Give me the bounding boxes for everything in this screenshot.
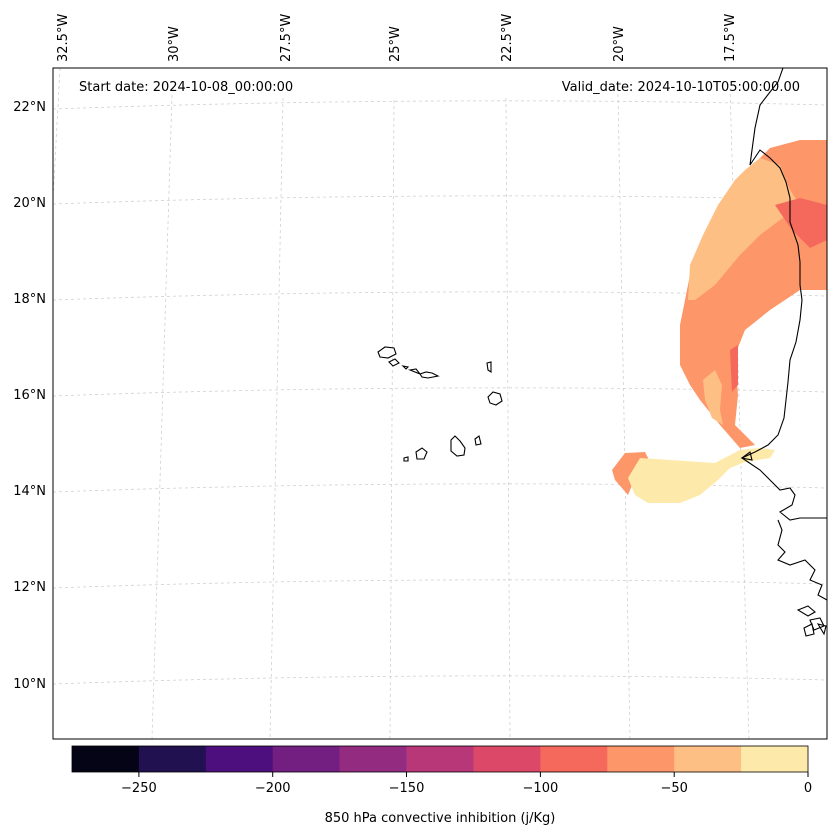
colorbar-label: 850 hPa convective inhibition (j/Kg) xyxy=(325,811,556,826)
meridian-30w xyxy=(151,94,173,739)
africa-coast xyxy=(740,68,827,521)
parallel-12n xyxy=(53,579,827,589)
colorbar-swatch xyxy=(339,746,407,772)
parallel-18n xyxy=(53,291,827,301)
parallel-16n xyxy=(53,387,827,397)
map-frame xyxy=(52,67,828,740)
longitude-labels: 32.5°W 30°W 27.5°W 25°W 22.5°W 20°W 17.5… xyxy=(56,14,738,62)
lon-label: 25°W xyxy=(388,26,403,62)
meridian-25w xyxy=(389,99,395,739)
colorbar-swatch xyxy=(607,746,675,772)
cin-band-minus50-minus25-south xyxy=(703,370,723,425)
colorbar-swatch xyxy=(72,746,140,772)
maio xyxy=(474,435,482,446)
colorbar-tick-label: −150 xyxy=(389,781,425,796)
cin-band-minus50-minus25 xyxy=(688,158,800,300)
colorbar-tick-label: −50 xyxy=(660,781,687,796)
lon-label: 30°W xyxy=(167,26,182,62)
valid-date-label: Valid_date: 2024-10-10T05:00:00.00 xyxy=(562,80,800,95)
parallel-14n xyxy=(53,483,827,493)
lat-label: 16°N xyxy=(13,388,46,403)
lon-label: 20°W xyxy=(612,26,627,62)
colorbar-swatch xyxy=(205,746,274,772)
lat-label: 14°N xyxy=(13,484,46,499)
santo-antao xyxy=(377,346,397,359)
coastlines xyxy=(740,68,827,637)
bissagos xyxy=(796,605,827,637)
sao-vicente xyxy=(388,358,400,367)
dakar-peninsula xyxy=(740,451,753,461)
lon-label: 32.5°W xyxy=(56,14,71,62)
colorbar-swatch xyxy=(138,746,207,772)
guinea-coast xyxy=(777,519,827,601)
sal xyxy=(486,361,492,374)
lat-label: 20°N xyxy=(13,196,46,211)
cin-contours xyxy=(612,140,827,503)
lon-label: 22.5°W xyxy=(500,14,515,62)
cin-band-minus100-minus75 xyxy=(775,198,827,248)
meridian-20w xyxy=(617,93,631,739)
fogo xyxy=(415,447,428,460)
colorbar-tick-label: 0 xyxy=(804,781,812,796)
parallel-22n xyxy=(53,100,827,110)
parallel-10n xyxy=(53,675,827,685)
colorbar-swatch xyxy=(272,746,340,772)
cape-verde-islands xyxy=(377,346,503,462)
lat-label: 22°N xyxy=(13,100,46,115)
sao-nicolau xyxy=(407,368,440,379)
lon-label: 27.5°W xyxy=(279,14,294,62)
colorbar-swatch xyxy=(674,746,742,772)
cin-band-minus25-0 xyxy=(628,448,775,503)
latitude-labels: 22°N 20°N 18°N 16°N 14°N 12°N 10°N xyxy=(13,100,46,692)
colorbar-tick-label: −250 xyxy=(121,781,157,796)
meridian-32-5w xyxy=(53,68,61,201)
colorbar-swatch xyxy=(741,746,809,772)
cin-band-minus100-minus75-b xyxy=(730,345,738,392)
lon-label: 17.5°W xyxy=(723,14,738,62)
meridian-27-5w xyxy=(269,97,284,739)
lat-label: 18°N xyxy=(13,292,46,307)
colorbar-swatch xyxy=(473,746,541,772)
santa-luzia xyxy=(401,365,410,370)
colorbar-frame xyxy=(71,745,809,773)
lat-label: 10°N xyxy=(13,677,46,692)
colorbar-tick-label: −100 xyxy=(523,781,559,796)
santiago xyxy=(450,435,466,457)
boa-vista xyxy=(487,391,503,406)
brava xyxy=(403,456,409,462)
colorbar-ticks: −250 −200 −150 −100 −50 0 xyxy=(121,772,812,796)
colorbar-tick-label: −200 xyxy=(255,781,291,796)
colorbar-swatch xyxy=(540,746,608,772)
lat-label: 12°N xyxy=(13,580,46,595)
colorbar-swatch xyxy=(406,746,474,772)
start-date-label: Start date: 2024-10-08_00:00:00 xyxy=(79,80,293,95)
meridian-22-5w xyxy=(505,97,511,739)
colorbar xyxy=(72,746,809,772)
graticule xyxy=(53,68,827,739)
parallel-20n xyxy=(53,195,827,205)
